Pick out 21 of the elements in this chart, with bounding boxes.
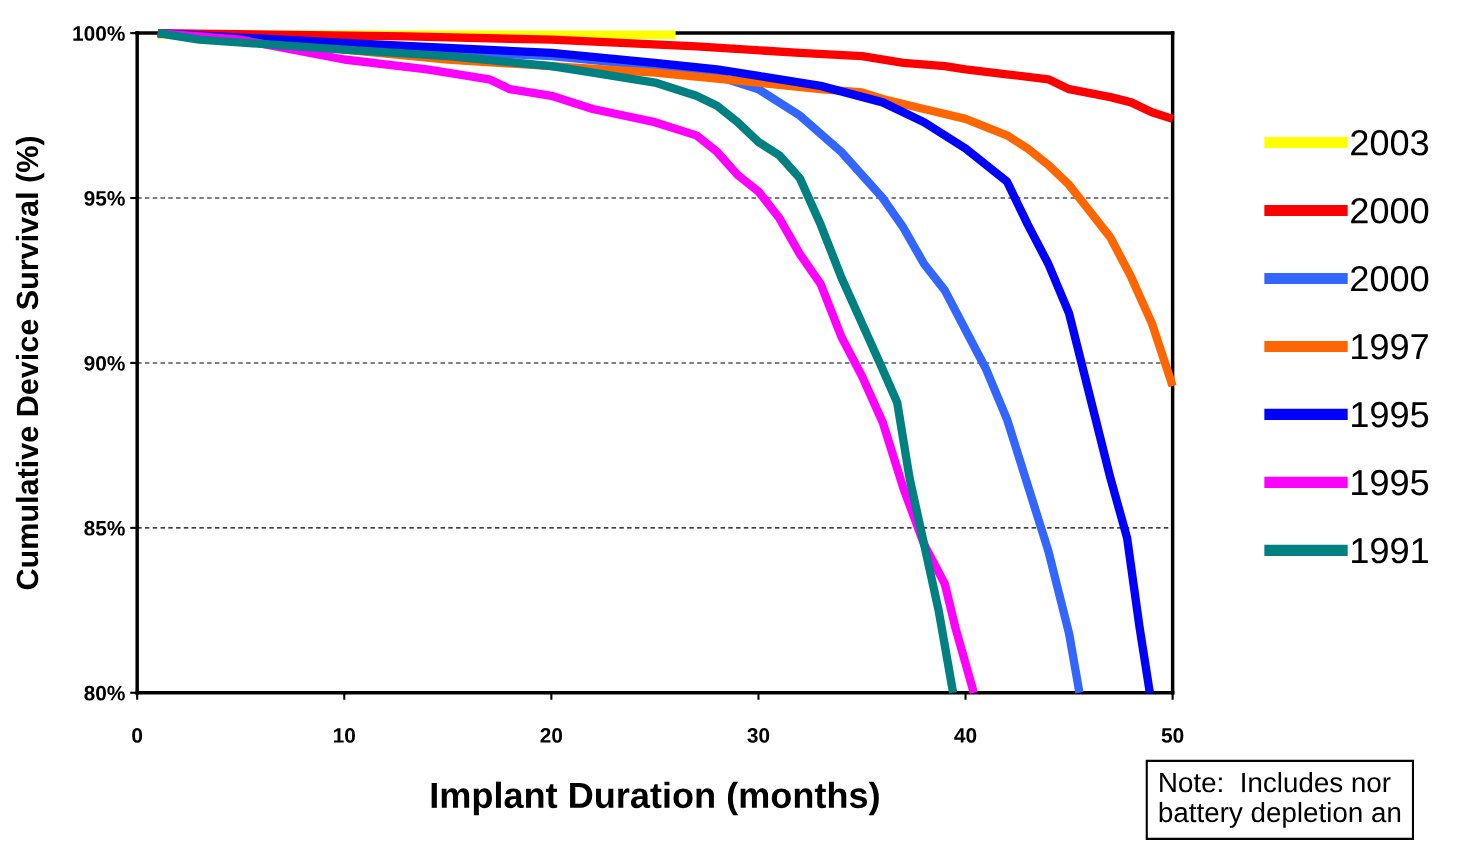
y-tick-label: 90% xyxy=(84,355,125,371)
y-tick-label: 100% xyxy=(73,26,125,41)
legend-label: 1995 xyxy=(1352,469,1429,496)
legend-label: 1995 xyxy=(1352,401,1429,428)
y-tick-label: 80% xyxy=(84,685,125,701)
x-tick-label: 50 xyxy=(1161,728,1184,743)
legend-label: 2000 xyxy=(1351,197,1429,224)
x-tick-label: 40 xyxy=(954,728,977,743)
x-axis-title: Implant Duration (months) xyxy=(431,781,879,816)
x-tick-label: 0 xyxy=(132,728,143,743)
legend-label: 2000 xyxy=(1351,265,1429,292)
x-tick-label: 30 xyxy=(747,728,770,743)
y-tick-label: 95% xyxy=(84,191,125,206)
y-tick-label: 85% xyxy=(84,520,125,536)
x-tick-label: 20 xyxy=(540,728,563,743)
legend-label: 1991 xyxy=(1352,537,1428,564)
legend-label: 1997 xyxy=(1352,333,1428,360)
y-axis-title: Cumulative Device Survival (%) xyxy=(15,136,45,590)
x-tick-label: 10 xyxy=(333,728,355,743)
legend-label: 2003 xyxy=(1351,129,1429,156)
text: Note: Includes nor battery depletion an xyxy=(1159,771,1401,828)
